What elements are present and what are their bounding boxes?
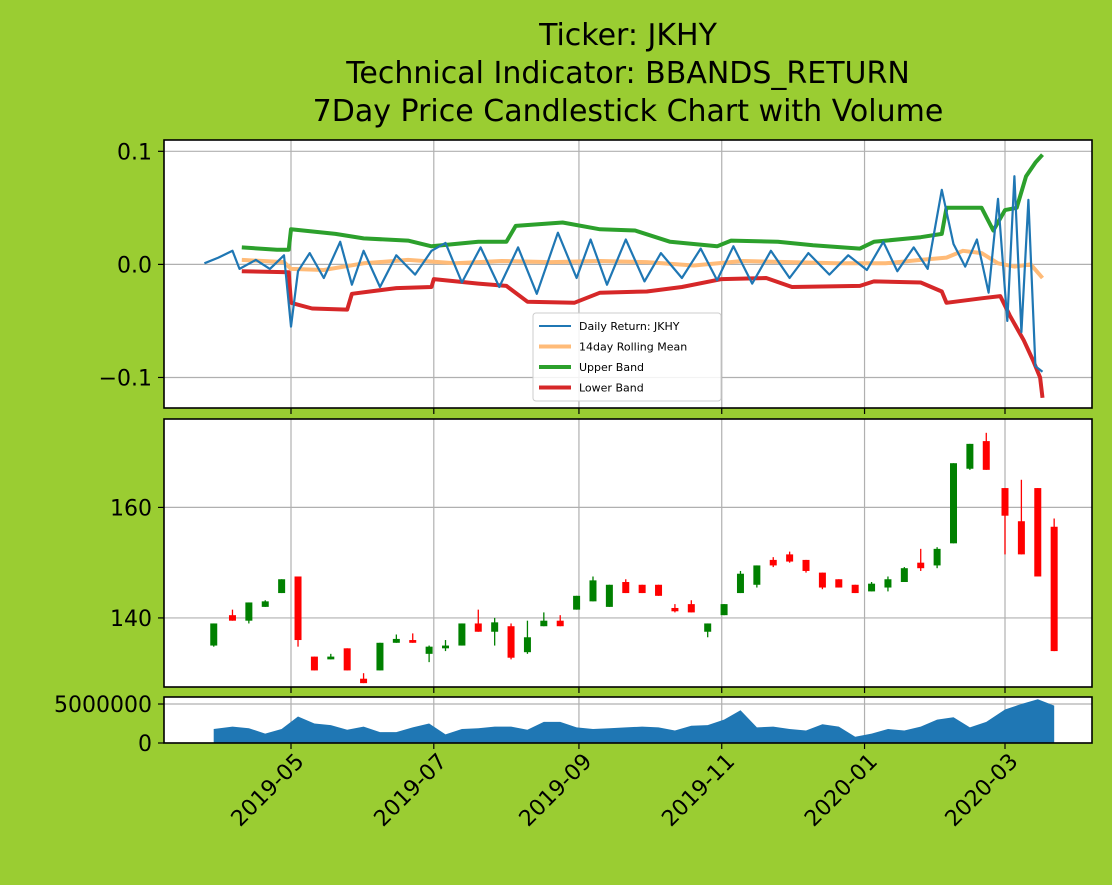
x-tick-label: 2019-05 — [227, 749, 310, 832]
panel-frame — [163, 418, 1093, 688]
candle-body — [327, 656, 335, 660]
panel-frame — [163, 696, 1093, 744]
candle-body — [458, 623, 466, 646]
candle-body — [425, 646, 433, 654]
candle-body — [933, 548, 941, 566]
candle-body — [343, 648, 351, 671]
candle-body — [1034, 488, 1042, 577]
candle-body — [523, 637, 531, 653]
y-tick-label: 0.1 — [117, 140, 152, 165]
panel-plot — [203, 153, 1045, 399]
candle-body — [409, 640, 417, 643]
candle-body — [966, 443, 974, 469]
y-tick-label: 0.0 — [117, 253, 152, 278]
candle-body — [605, 584, 613, 607]
y-tick-label: 160 — [110, 496, 152, 521]
candle-body — [802, 559, 810, 571]
panel-plot — [210, 432, 1058, 684]
chart-title-line-3: 7Day Price Candlestick Chart with Volume — [313, 94, 944, 129]
candle-body — [868, 583, 876, 592]
candle-body — [491, 622, 499, 632]
plot-area: 0.1 0.0 −0.1 Daily Return: JKHY 14day Rollin… — [54, 139, 1093, 832]
y-tick-label: 5000000 — [54, 693, 152, 718]
series-line-upper-band — [241, 153, 1044, 252]
panel-candlestick: 140 160 — [110, 418, 1093, 693]
series-line-daily-return-jkhy — [203, 175, 1044, 373]
panel-volume: 5000000 0 — [54, 693, 1093, 757]
panel-background — [164, 419, 1092, 687]
candle-body — [210, 623, 218, 646]
candle-body — [442, 645, 450, 649]
x-axis-labels: 2019-05 2019-07 2019-09 2019-11 2020-01 2020-… — [227, 749, 1024, 832]
candle-body — [1001, 488, 1009, 516]
candle-body — [360, 678, 368, 684]
candle-body — [753, 565, 761, 585]
panel-frame — [163, 139, 1093, 409]
candle-body — [949, 463, 957, 544]
candle-body — [1050, 526, 1058, 652]
legend-label: Lower Band — [579, 382, 644, 395]
candle-body — [310, 656, 318, 671]
candle-body — [900, 568, 908, 583]
candle-body — [818, 572, 826, 588]
candle-body — [228, 615, 236, 621]
chart-title-line-2: Technical Indicator: BBANDS_RETURN — [345, 56, 910, 91]
x-tick-label: 2019-09 — [515, 749, 598, 832]
candle-body — [540, 620, 548, 627]
candle-body — [1017, 521, 1025, 555]
y-tick-label: 140 — [110, 607, 152, 632]
panel-plot — [213, 699, 1055, 743]
candle-body — [507, 626, 515, 658]
candle-body — [671, 607, 679, 612]
candle-body — [917, 562, 925, 569]
x-tick-label: 2019-11 — [657, 749, 740, 832]
candle-body — [261, 601, 269, 607]
candle-body — [851, 584, 859, 594]
candle-body — [655, 584, 663, 596]
candle-body — [736, 573, 744, 594]
y-tick-label: 0 — [138, 732, 152, 757]
candle-body — [769, 559, 777, 566]
candle-body — [278, 579, 286, 594]
candle-body — [982, 441, 990, 470]
candle-body — [376, 642, 384, 671]
x-tick-label: 2019-07 — [370, 749, 453, 832]
legend-label: 14day Rolling Mean — [579, 341, 687, 354]
series-line-lower-band — [241, 269, 1045, 399]
legend-box — [532, 312, 722, 402]
volume-area — [213, 699, 1055, 743]
x-tick-label: 2020-03 — [941, 749, 1024, 832]
candle-body — [884, 579, 892, 588]
candle-body — [294, 576, 302, 641]
candle-body — [474, 623, 482, 632]
legend-label: Daily Return: JKHY — [579, 320, 680, 333]
candle-body — [638, 584, 646, 594]
x-tick-label: 2020-01 — [800, 749, 883, 832]
candle-body — [392, 638, 400, 643]
candle-body — [835, 579, 843, 588]
y-tick-label: −0.1 — [99, 366, 152, 391]
chart-title-line-1: Ticker: JKHY — [538, 18, 718, 53]
panel-bbands: 0.1 0.0 −0.1 Daily Return: JKHY 14day Rollin… — [99, 139, 1093, 414]
series-line-14day-rolling-mean — [241, 248, 1045, 280]
candle-body — [589, 580, 597, 602]
candle-body — [704, 623, 712, 632]
candle-body — [245, 602, 253, 621]
candle-body — [622, 582, 630, 594]
candle-body — [573, 595, 581, 610]
candle-body — [556, 620, 564, 627]
candle-body — [786, 554, 794, 562]
candle-body — [720, 604, 728, 616]
legend-label: Upper Band — [579, 361, 644, 374]
candle-body — [687, 604, 695, 613]
legend: Daily Return: JKHY 14day Rolling Mean Uppe… — [532, 312, 722, 402]
